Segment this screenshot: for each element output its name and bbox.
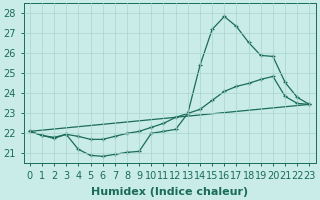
X-axis label: Humidex (Indice chaleur): Humidex (Indice chaleur) (91, 187, 248, 197)
